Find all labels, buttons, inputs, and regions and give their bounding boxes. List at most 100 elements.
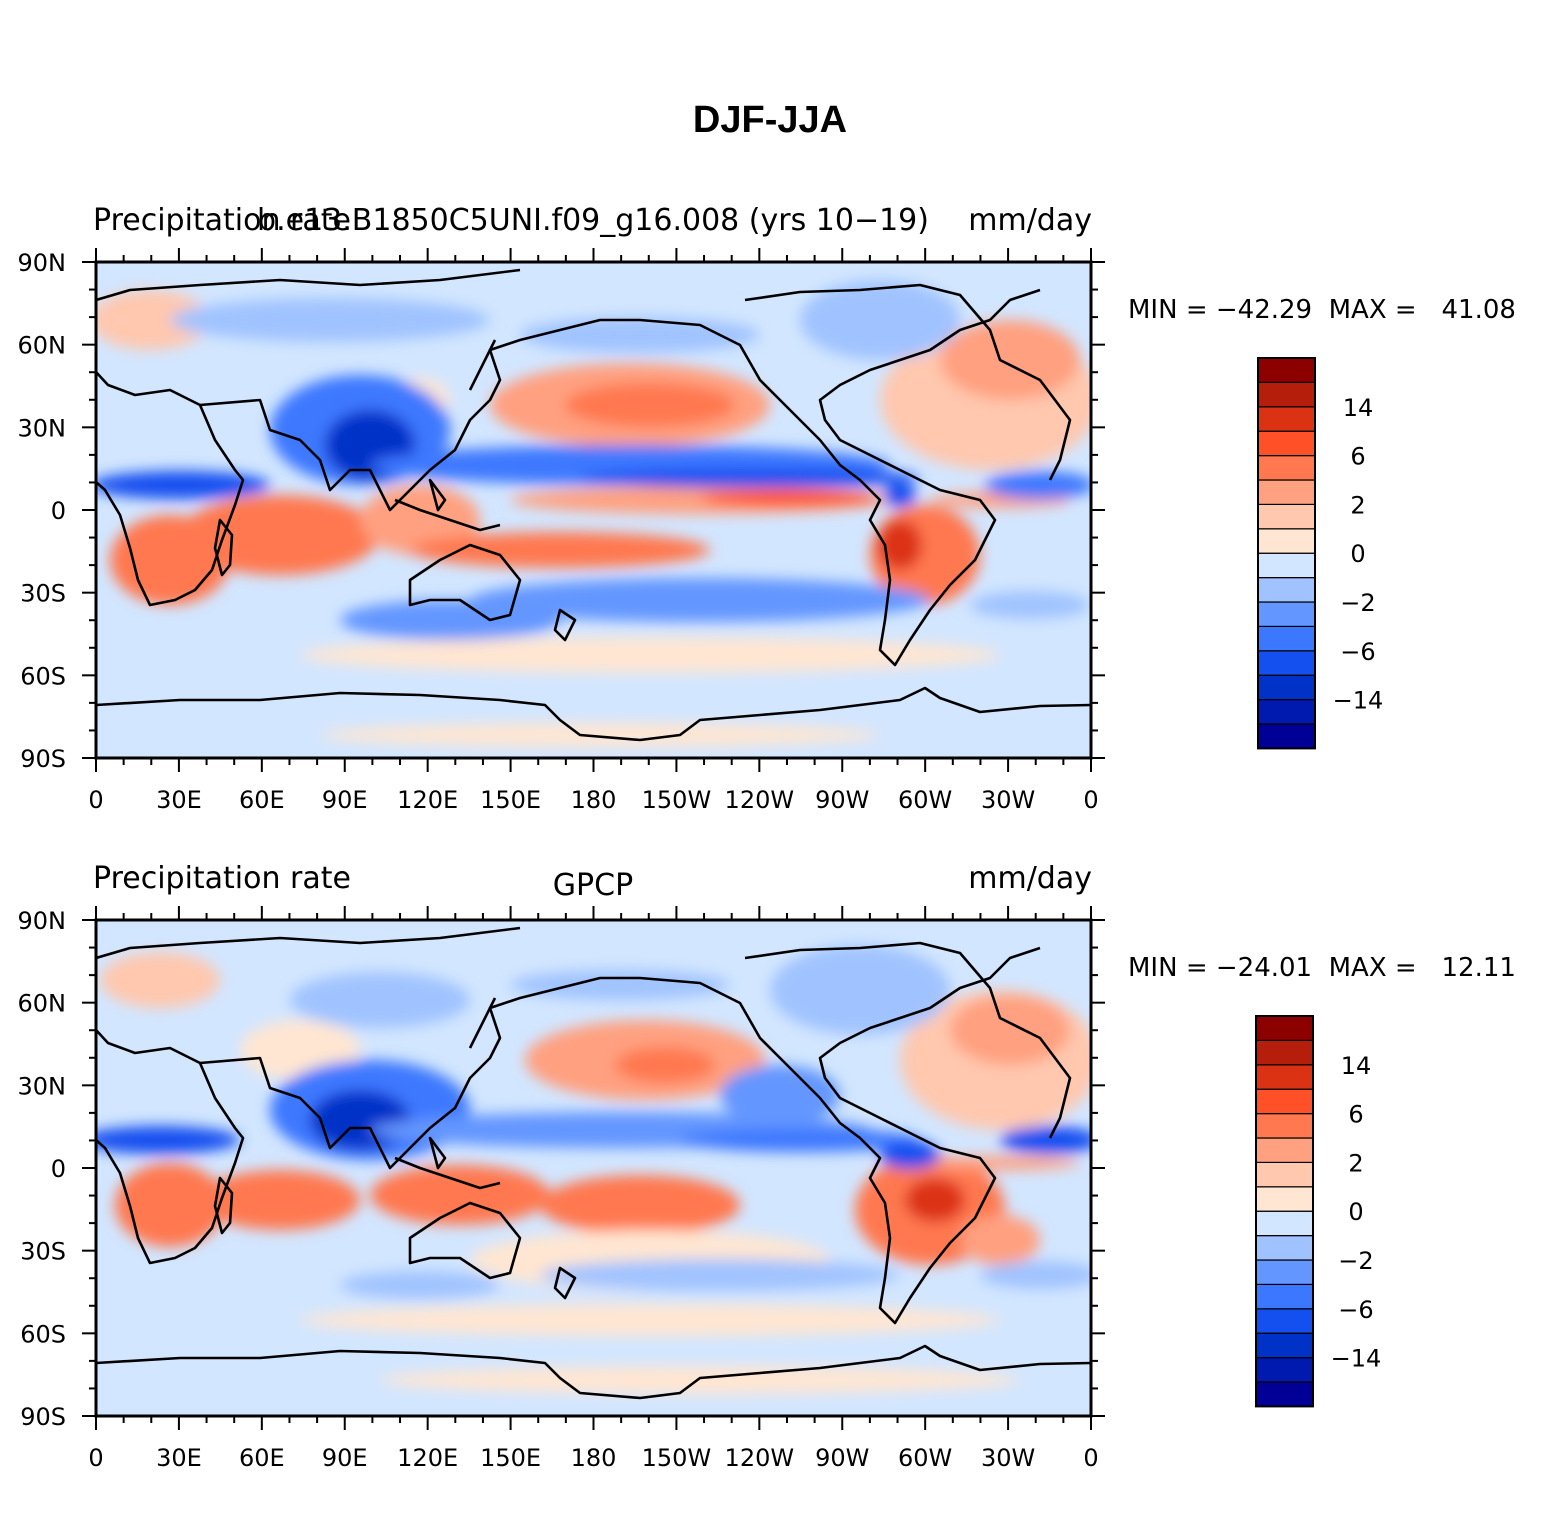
colorbar-swatch — [1255, 1210, 1314, 1237]
colorbar-label: 6 — [1348, 1101, 1363, 1129]
colorbar — [1255, 1015, 1314, 1408]
lon-label: 180 — [571, 1444, 617, 1472]
field-patches — [96, 280, 1091, 747]
lat-label: 60S — [20, 1320, 66, 1348]
lon-label: 120W — [725, 1444, 795, 1472]
lat-label: 90S — [20, 1403, 66, 1431]
lon-label: 0 — [88, 1444, 103, 1472]
lat-label: 60N — [18, 332, 67, 360]
lon-label: 60W — [898, 1444, 952, 1472]
colorbar-label: −6 — [1340, 638, 1375, 666]
colorbar-label: 2 — [1350, 491, 1365, 519]
coastlines — [96, 268, 1091, 742]
lat-label: 30N — [18, 1072, 67, 1100]
colorbar-swatch — [1255, 1186, 1314, 1212]
colorbar-label: 0 — [1350, 540, 1365, 568]
colorbar-swatch — [1255, 1283, 1314, 1310]
colorbar-frame — [1255, 1015, 1314, 1408]
lon-label: 150E — [480, 786, 541, 814]
field-patches — [96, 945, 1091, 1394]
colorbar-swatch — [1255, 1332, 1314, 1359]
lat-label: 30S — [20, 1238, 66, 1266]
lon-label: 0 — [88, 786, 103, 814]
latitude-labels: 90N 60N 30N 0 30S 60S 90S — [18, 249, 67, 773]
colorbar-swatch — [1255, 1161, 1314, 1188]
colorbar-swatch — [1255, 1088, 1314, 1115]
panel-left-title: Precipitation rate — [93, 861, 351, 896]
lon-label: 30E — [156, 786, 202, 814]
colorbar-label: 2 — [1348, 1149, 1363, 1177]
colorbar-swatch — [1255, 1381, 1314, 1407]
lon-label: 30W — [981, 1444, 1035, 1472]
colorbar-swatch — [1255, 1308, 1314, 1334]
lon-label: 0 — [1083, 786, 1098, 814]
lon-label: 90W — [815, 1444, 869, 1472]
lat-label: 30N — [18, 414, 67, 442]
colorbar-label: −2 — [1340, 589, 1375, 617]
colorbar-labels: 14 6 2 0 −2 −6 −14 — [1333, 394, 1384, 715]
lon-label: 60E — [239, 786, 285, 814]
colorbar-swatch — [1257, 674, 1316, 701]
lon-label: 30E — [156, 1444, 202, 1472]
lon-label: 90W — [815, 786, 869, 814]
colorbar-swatch — [1255, 1234, 1314, 1261]
lon-label: 120E — [397, 1444, 458, 1472]
colorbar-swatch — [1255, 1039, 1314, 1066]
lon-label: 60E — [239, 1444, 285, 1472]
lon-label: 90E — [322, 1444, 368, 1472]
lat-label: 90N — [18, 907, 67, 935]
lat-label: 0 — [51, 1155, 66, 1183]
colorbar-swatch — [1257, 455, 1316, 481]
lon-label: 150W — [642, 786, 712, 814]
lon-label: 150E — [480, 1444, 541, 1472]
colorbar-swatch — [1257, 479, 1316, 505]
precipitation-field — [96, 920, 1091, 1416]
lon-label: 0 — [1083, 1444, 1098, 1472]
figure-title: DJF-JJA — [693, 99, 847, 141]
colorbar-label: 6 — [1350, 443, 1365, 471]
colorbar-swatch — [1257, 625, 1316, 652]
longitude-labels: 0 30E 60E 90E 120E 150E 180 150W 120W 90W 60W 30W 0 — [88, 1444, 1098, 1472]
coastlines — [96, 926, 1091, 1400]
lon-label: 90E — [322, 786, 368, 814]
colorbar-swatch — [1255, 1137, 1314, 1163]
panel-center-title: GPCP — [553, 868, 633, 903]
colorbar-swatch — [1257, 357, 1316, 383]
min-max-stats: MIN = −24.01 MAX = 12.11 — [1128, 953, 1516, 983]
lat-label: 90S — [20, 745, 66, 773]
colorbar-swatch — [1255, 1112, 1314, 1139]
latitude-labels: 90N 60N 30N 0 30S 60S 90S — [18, 907, 67, 1431]
colorbar-swatch — [1257, 723, 1316, 749]
colorbar-frame — [1257, 357, 1316, 750]
min-max-stats: MIN = −42.29 MAX = 41.08 — [1128, 295, 1516, 325]
lon-label: 120W — [725, 786, 795, 814]
lon-label: 120E — [397, 786, 458, 814]
colorbar-swatch — [1255, 1015, 1314, 1041]
colorbar-label: 0 — [1348, 1198, 1363, 1226]
colorbar — [1257, 357, 1316, 750]
colorbar-swatch — [1257, 528, 1316, 554]
colorbar-swatch — [1257, 503, 1316, 530]
colorbar-swatch — [1257, 381, 1316, 408]
colorbar-swatch — [1255, 1356, 1314, 1383]
lon-label: 150W — [642, 1444, 712, 1472]
colorbar-swatch — [1257, 552, 1316, 579]
axis-ticks — [82, 248, 1105, 772]
panel-right-title: mm/day — [968, 861, 1092, 896]
map-panel-gpcp: Precipitation rate GPCP mm/day — [18, 861, 1516, 1472]
map-panel-model: Precipitation rate b.e13.B1850C5UNI.f09_… — [18, 203, 1516, 814]
axis-ticks — [82, 906, 1105, 1430]
colorbar-label: −6 — [1338, 1296, 1373, 1324]
colorbar-swatch — [1257, 698, 1316, 725]
colorbar-swatch — [1255, 1064, 1314, 1090]
colorbar-label: −2 — [1338, 1247, 1373, 1275]
colorbar-swatch — [1257, 430, 1316, 457]
colorbar-label: 14 — [1343, 394, 1374, 422]
colorbar-label: −14 — [1333, 687, 1384, 715]
lon-label: 60W — [898, 786, 952, 814]
lat-label: 0 — [51, 497, 66, 525]
panel-right-title: mm/day — [968, 203, 1092, 238]
lon-label: 180 — [571, 786, 617, 814]
colorbar-swatch — [1257, 406, 1316, 432]
